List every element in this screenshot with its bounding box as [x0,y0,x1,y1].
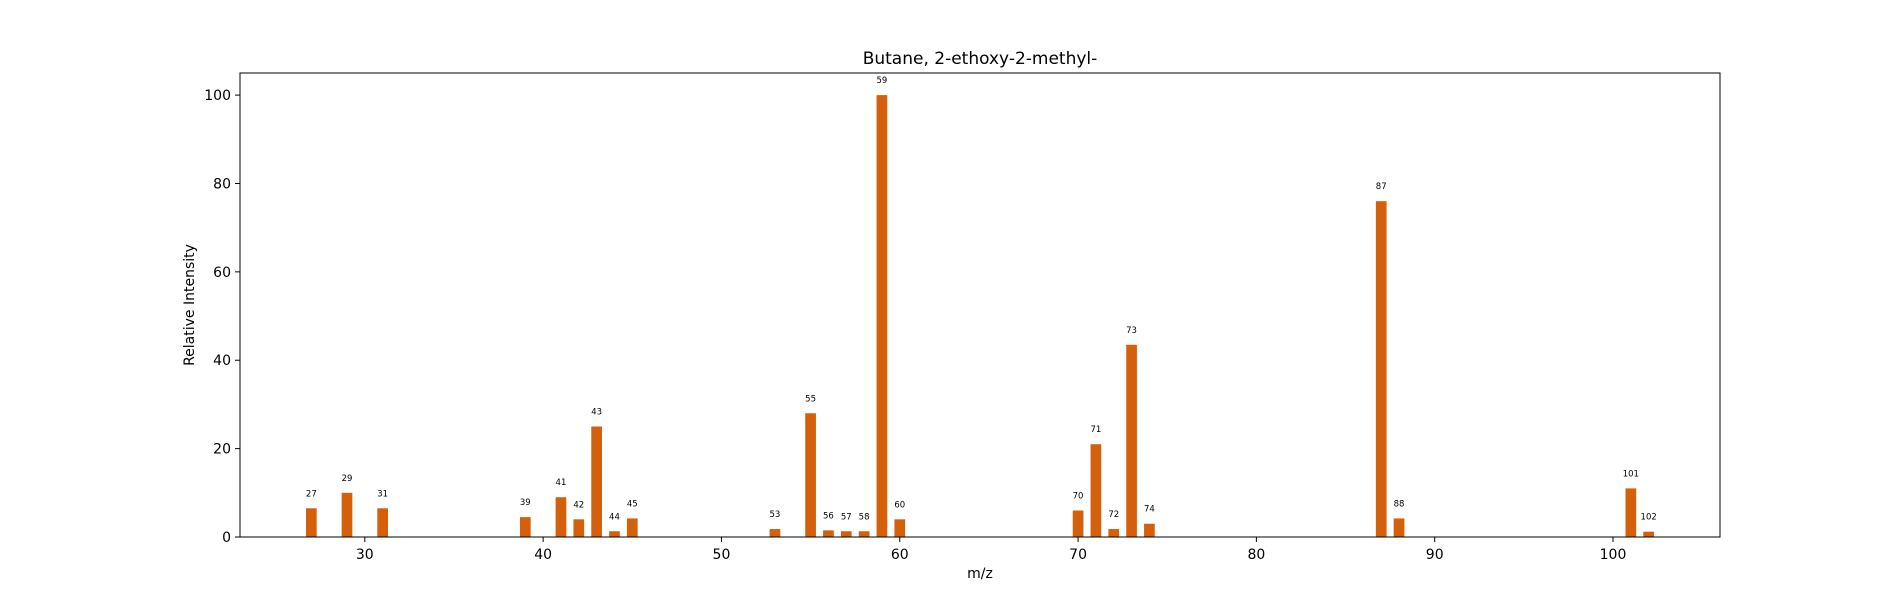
y-tick-label: 40 [213,353,231,369]
bar-mz-87 [1375,201,1387,537]
y-tick-label: 100 [204,88,231,104]
bar-mz-56 [823,530,834,537]
bar-label-41: 41 [556,478,567,488]
y-axis-ticks: 0 20 40 60 80 100 [204,88,240,546]
bar-label-59: 59 [877,76,888,86]
x-tick-label: 40 [534,547,552,563]
bar-label-101: 101 [1623,469,1639,479]
bar-labels-group: 27 29 31 39 41 42 43 44 45 53 55 56 57 58 59 60 70 71 72 73… [306,76,1657,523]
y-tick-label: 60 [213,265,231,281]
y-axis-title: Relative Intensity [182,244,198,366]
bar-label-58: 58 [859,512,870,522]
x-tick-label: 90 [1426,547,1444,563]
bar-label-60: 60 [894,500,905,510]
bar-mz-29 [341,492,353,537]
bar-mz-45 [626,518,638,537]
bar-mz-59 [876,95,888,537]
bar-mz-55 [805,413,816,537]
x-tick-label: 70 [1069,547,1087,563]
bar-mz-71 [1090,444,1102,537]
chart-title: Butane, 2-ethoxy-2-methyl- [863,49,1098,69]
bar-label-73: 73 [1126,326,1137,336]
x-tick-label: 100 [1600,547,1627,563]
bar-label-39: 39 [520,498,531,508]
x-tick-label: 30 [356,547,374,563]
bar-label-72: 72 [1108,510,1119,520]
bar-mz-70 [1072,510,1084,537]
bar-mz-102 [1643,531,1655,537]
bar-mz-72 [1108,529,1120,537]
bars-group [305,95,1655,537]
x-tick-label: 80 [1247,547,1265,563]
bar-mz-39 [519,517,531,537]
bar-mz-88 [1393,518,1405,537]
bar-mz-57 [840,531,852,537]
bar-label-29: 29 [342,474,353,484]
x-axis-ticks: 30 40 50 60 70 80 90 100 [356,537,1626,563]
bar-label-27: 27 [306,489,317,499]
x-axis-title: m/z [967,566,993,582]
bar-label-44: 44 [609,512,620,522]
bar-label-102: 102 [1641,513,1657,523]
bar-label-53: 53 [770,510,781,520]
y-tick-label: 80 [213,176,231,192]
bar-mz-42 [573,519,585,537]
bar-mz-44 [609,531,620,537]
bar-mz-43 [591,426,602,537]
bar-mz-101 [1625,488,1637,537]
bar-mz-58 [858,531,870,537]
bar-mz-60 [894,519,906,537]
x-tick-label: 50 [713,547,731,563]
bar-label-31: 31 [377,489,388,499]
bar-mz-53 [769,529,781,537]
bar-label-42: 42 [573,500,584,510]
y-tick-label: 0 [222,530,231,546]
bar-label-87: 87 [1376,182,1387,192]
bar-label-56: 56 [823,511,834,521]
bar-label-43: 43 [591,408,602,418]
bar-label-57: 57 [841,512,852,522]
x-tick-label: 60 [891,547,909,563]
bar-label-45: 45 [627,499,638,509]
bar-mz-73 [1126,344,1137,537]
bar-mz-27 [305,508,317,537]
bar-label-74: 74 [1144,505,1155,515]
y-tick-label: 20 [213,442,231,458]
bar-label-71: 71 [1090,425,1101,435]
bar-label-88: 88 [1394,499,1405,509]
bar-label-55: 55 [805,394,816,404]
bar-label-70: 70 [1073,491,1084,501]
bar-mz-31 [377,508,388,537]
plot-frame [239,72,1721,538]
bar-mz-74 [1144,523,1155,537]
bar-mz-41 [555,497,567,537]
